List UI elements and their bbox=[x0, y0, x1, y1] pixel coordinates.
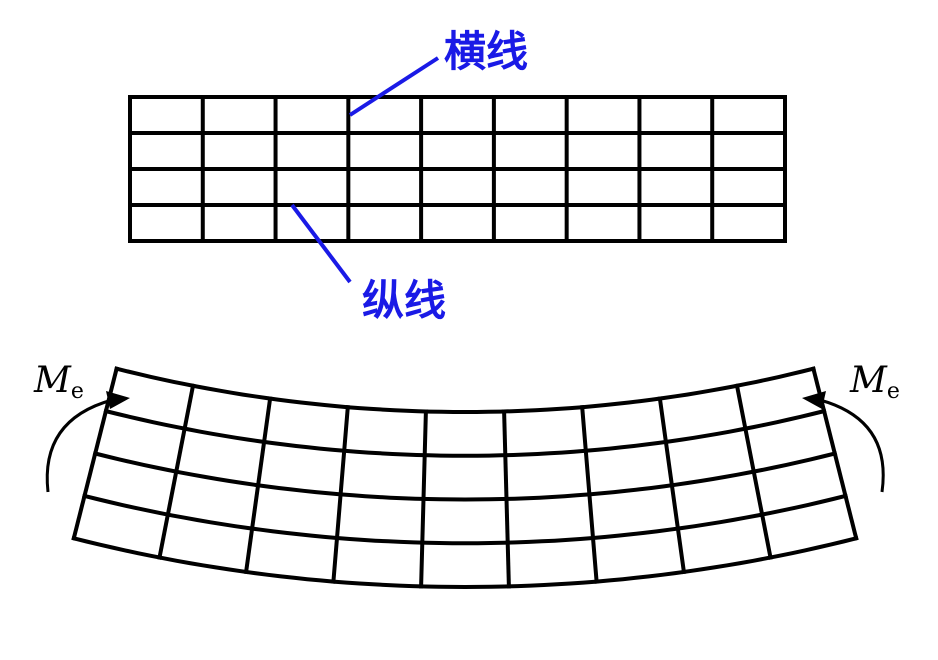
bent-grid-longitudinal-line bbox=[114, 366, 816, 414]
bent-grid-transverse-line bbox=[502, 409, 511, 589]
longitudinal-line-label: 纵线 bbox=[362, 276, 446, 325]
undeformed-beam-grid bbox=[128, 95, 787, 243]
bent-grid-transverse-line bbox=[734, 383, 773, 560]
bent-grid-longitudinal-line bbox=[82, 493, 848, 546]
longitudinal-line-leader bbox=[290, 203, 352, 284]
bent-grid-longitudinal-line bbox=[92, 451, 838, 502]
bent-grid-longitudinal-line bbox=[103, 408, 827, 458]
bent-grid-longitudinal-line bbox=[71, 535, 859, 590]
transverse-line-label: 横线 bbox=[444, 27, 528, 76]
bent-grid-transverse-line bbox=[419, 409, 428, 589]
bent-grid-transverse-line bbox=[243, 396, 273, 575]
left-moment: Me bbox=[33, 360, 130, 493]
deformed-beam-grid bbox=[71, 366, 859, 590]
right-moment-arrowhead-icon bbox=[802, 391, 826, 409]
left-moment-arrowhead-icon bbox=[106, 391, 130, 409]
bent-grid-transverse-line bbox=[657, 396, 687, 575]
bent-grid-transverse-line bbox=[157, 383, 196, 560]
right-moment-arrow bbox=[819, 398, 885, 493]
left-moment-arrow bbox=[45, 398, 113, 493]
right-moment-symbol: Me bbox=[849, 360, 900, 404]
bent-grid-transverse-line bbox=[580, 405, 599, 584]
transverse-line-leader bbox=[348, 56, 440, 117]
left-moment-symbol: Me bbox=[33, 360, 84, 404]
right-moment: Me bbox=[802, 360, 900, 493]
bent-grid-transverse-line bbox=[331, 405, 350, 584]
